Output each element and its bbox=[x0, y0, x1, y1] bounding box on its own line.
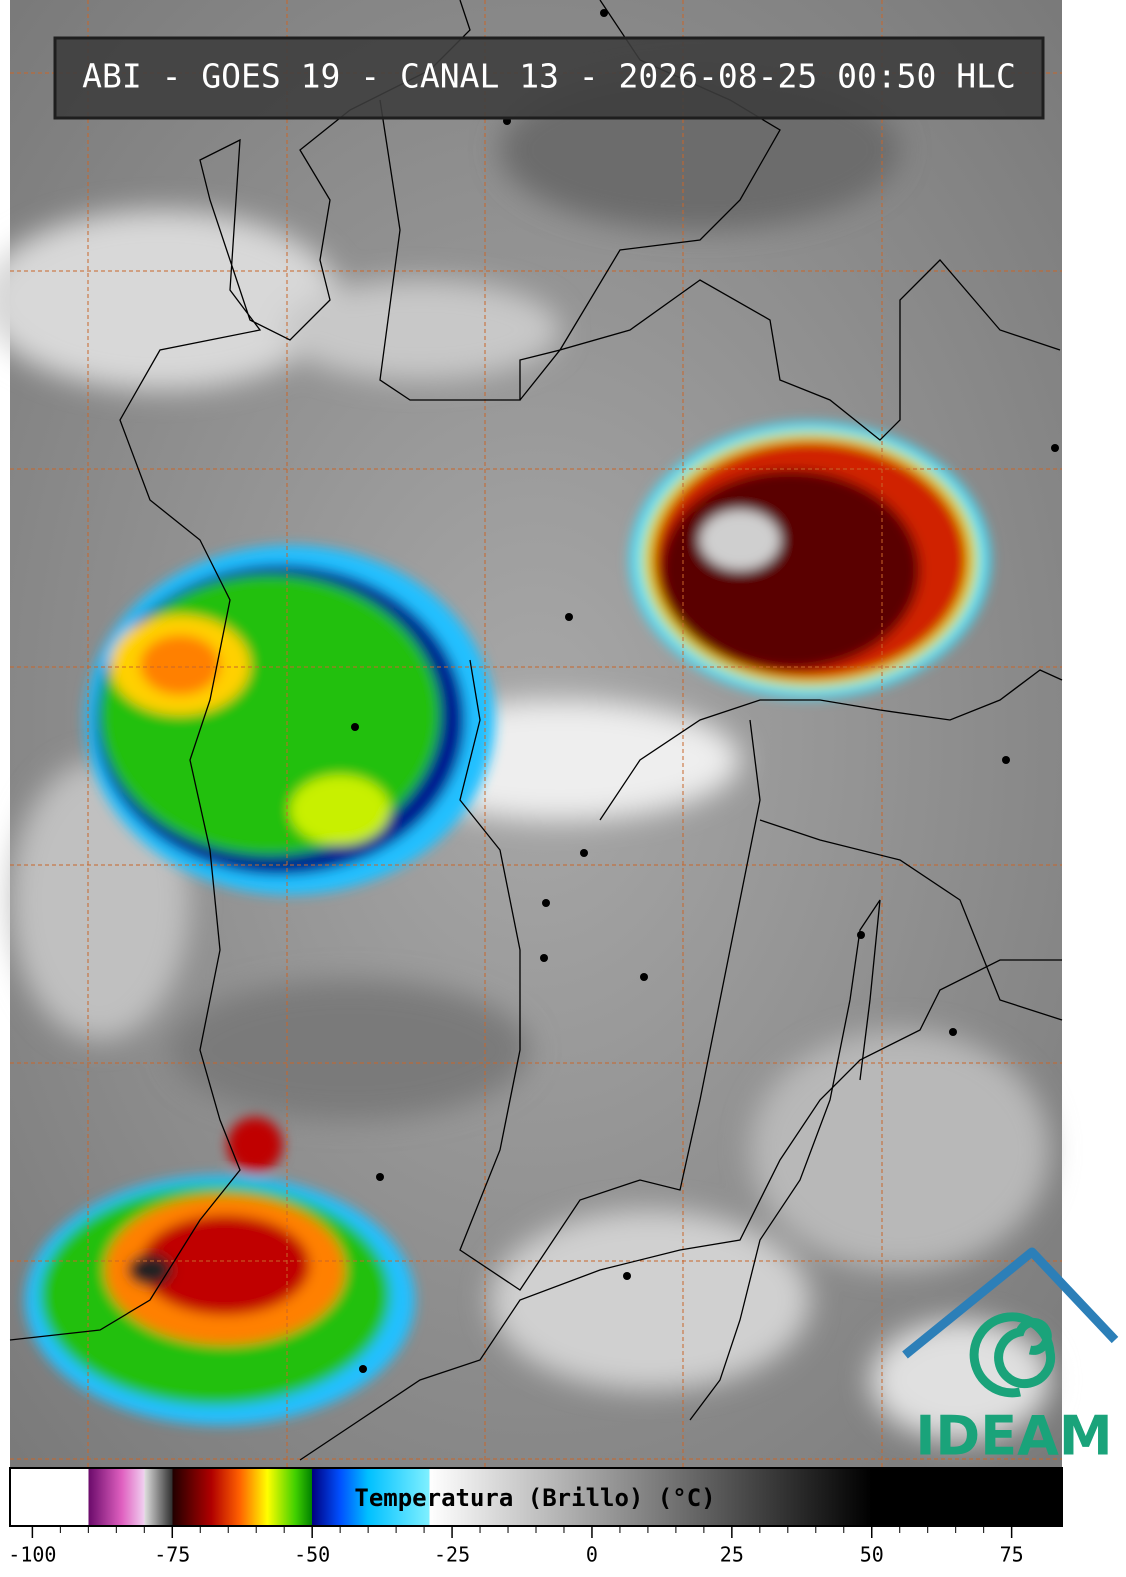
tick-label: -50 bbox=[294, 1543, 330, 1567]
logo: IDEAM bbox=[902, 1247, 1119, 1468]
tick-label: -100 bbox=[8, 1543, 56, 1567]
logo-text: IDEAM bbox=[915, 1405, 1112, 1468]
tick-label: 25 bbox=[720, 1543, 744, 1567]
colorbar: Temperatura (Brillo) (°C) -100 -75 -50 -25 0… bbox=[8, 1467, 1063, 1567]
satellite-image bbox=[0, 0, 1063, 1467]
title-box bbox=[53, 36, 1045, 120]
storm-west bbox=[85, 545, 495, 895]
colorbar-gradient bbox=[9, 1467, 1063, 1527]
city-markers bbox=[351, 9, 1059, 1373]
borders bbox=[9, 0, 1063, 1461]
title: ABI - GOES 19 - CANAL 13 - 2026-08-25 00… bbox=[82, 57, 1016, 96]
storm-east bbox=[630, 422, 990, 698]
tick-label: -25 bbox=[434, 1543, 470, 1567]
storm-southwest bbox=[25, 1117, 415, 1425]
tick-label: 0 bbox=[586, 1543, 598, 1567]
colorbar-label: Temperatura (Brillo) (°C) bbox=[354, 1484, 715, 1512]
tick-label: 75 bbox=[1000, 1543, 1024, 1567]
tick-label: 50 bbox=[860, 1543, 884, 1567]
tick-label: -75 bbox=[154, 1543, 190, 1567]
